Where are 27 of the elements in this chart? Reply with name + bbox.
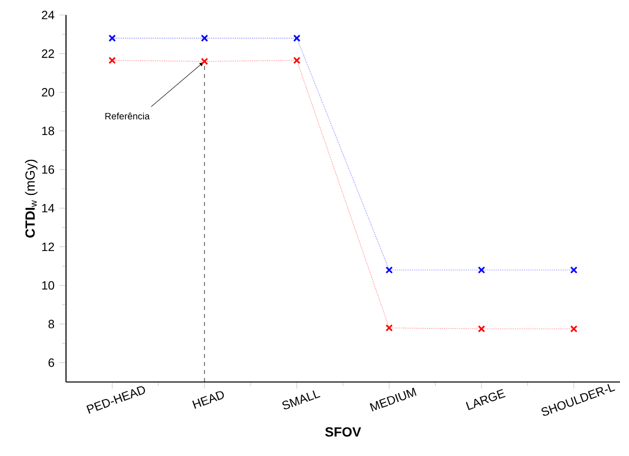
point <box>293 56 300 64</box>
point <box>386 324 393 332</box>
x-axis-title: SFOV <box>325 427 362 437</box>
point <box>293 34 300 42</box>
y-tick-label: 8 <box>48 320 54 328</box>
y-tick-label: 18 <box>42 126 54 136</box>
y-tick-label: 20 <box>42 88 54 97</box>
point <box>200 58 208 65</box>
point <box>200 34 208 42</box>
point <box>478 266 486 274</box>
y-tick-label: 12 <box>42 242 54 251</box>
point <box>570 266 578 274</box>
x-tick-label: SMALL <box>282 390 320 410</box>
point <box>478 325 486 332</box>
y-axis-title: CTDI$_{w}$ (mGy) <box>25 160 38 238</box>
y-tick-label: 6 <box>48 358 54 367</box>
annotation: Referência <box>105 112 150 120</box>
y-tick-label: 22 <box>42 49 54 58</box>
y-tick-label: 14 <box>42 204 54 212</box>
point <box>570 325 578 332</box>
x-tick-label: HEAD <box>192 391 224 409</box>
y-tick-label: 10 <box>42 281 54 290</box>
point <box>108 34 116 42</box>
point <box>108 56 116 64</box>
y-tick-label: 24 <box>42 10 54 20</box>
y-tick-label: 16 <box>42 165 54 174</box>
point <box>386 266 393 274</box>
